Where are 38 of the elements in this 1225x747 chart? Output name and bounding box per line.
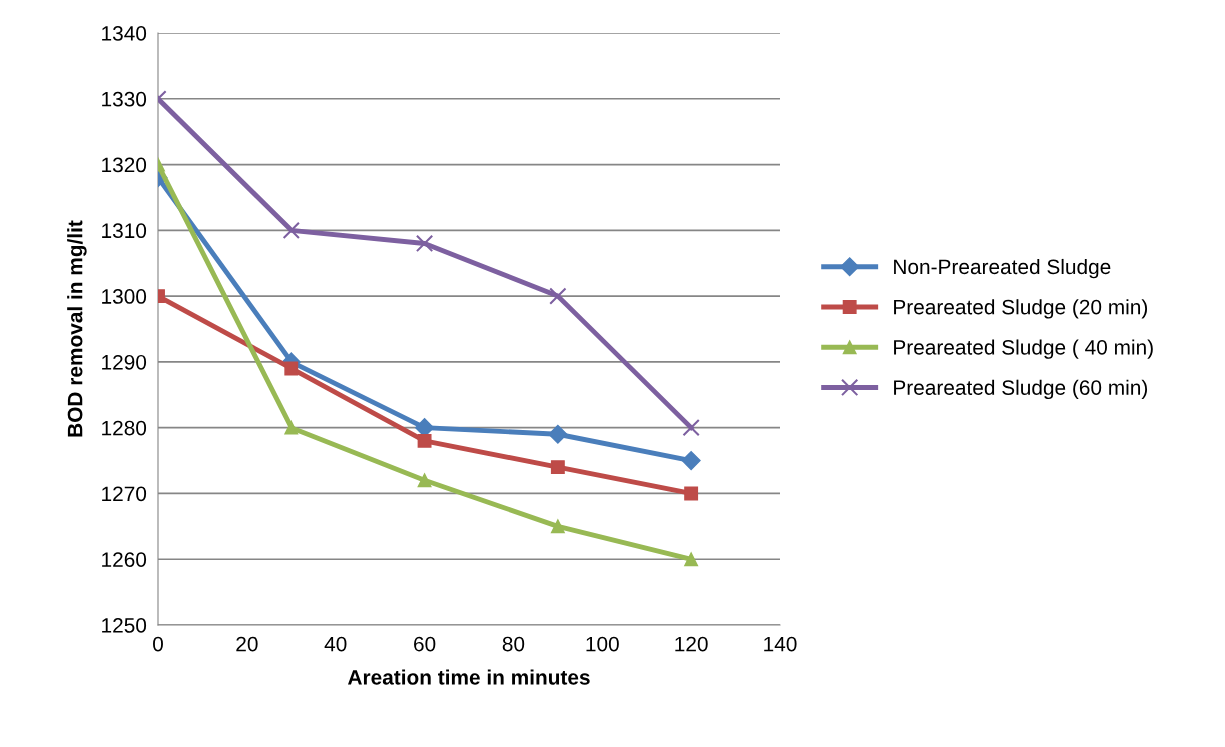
y-tick-label: 1280	[102, 420, 147, 436]
x-tick-label: 80	[502, 636, 525, 652]
x-tick-label: 100	[586, 636, 619, 652]
y-tick-label: 1270	[102, 486, 147, 502]
point	[415, 234, 434, 253]
point	[684, 486, 699, 501]
point	[681, 451, 701, 471]
y-tick-label: 1250	[102, 618, 147, 633]
y-tick-label: 1290	[102, 354, 147, 370]
point	[682, 418, 700, 437]
x-tick-label: 0	[153, 636, 163, 652]
point	[282, 221, 300, 240]
point	[417, 473, 432, 488]
point	[284, 420, 299, 435]
legend-label: Preareated Sludge (20 min)	[894, 299, 1148, 319]
point	[417, 433, 432, 448]
point	[284, 361, 299, 376]
y-tick-label: 1340	[102, 26, 147, 41]
x-tick-label: 60	[414, 636, 436, 652]
y-tick-label: 1300	[102, 289, 147, 304]
y-tick-label: 1330	[102, 91, 147, 107]
point	[550, 519, 565, 534]
y-tick-label: 1260	[102, 552, 147, 567]
y-axis-title: BOD removal in mg/lit	[67, 220, 87, 437]
x-axis-title: Areation time in minutes	[347, 669, 590, 685]
y-tick-label: 1320	[102, 157, 147, 173]
x-tick-label: 40	[324, 636, 347, 652]
point	[550, 460, 565, 475]
legend-label: Preareated Sludge ( 40 min)	[894, 339, 1153, 359]
x-tick-label: 120	[675, 636, 708, 652]
y-tick-label: 1310	[102, 223, 147, 239]
point	[549, 287, 567, 305]
point	[684, 552, 699, 567]
legend-label: Preareated Sludge (60 min)	[894, 379, 1148, 400]
x-tick-label: 140	[764, 636, 797, 652]
legend-label: Non-Preareated Sludge	[894, 258, 1111, 279]
x-tick-label: 20	[236, 636, 258, 652]
point	[548, 424, 568, 444]
